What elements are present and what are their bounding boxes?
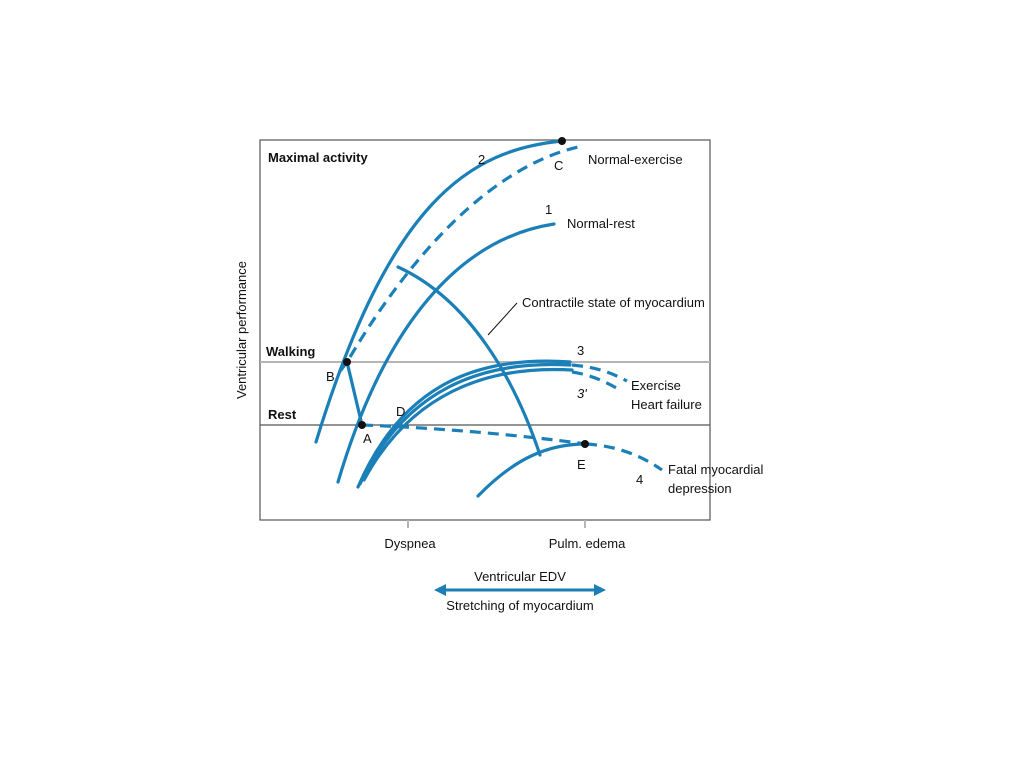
curve-1-normal-rest: [336, 222, 556, 484]
curve-4-dashed: [585, 442, 663, 472]
rest-label: Rest: [268, 407, 297, 422]
curve-3-name-2: Heart failure: [631, 397, 702, 412]
curve-2-normal-exercise: [314, 139, 564, 444]
point-a-marker: [358, 421, 366, 429]
point-d-label: D: [396, 404, 405, 419]
point-e-label: E: [577, 457, 586, 472]
curve-4-fatal: [476, 442, 588, 498]
y-axis-title: Ventricular performance: [234, 261, 249, 399]
curve-3-prime-number: 3': [577, 386, 587, 401]
point-b-label: B: [326, 369, 335, 384]
edv-arrow-left-head: [434, 584, 446, 596]
x-axis-title: Ventricular EDV: [474, 569, 566, 584]
curve-4-number: 4: [636, 472, 643, 487]
curve-3-number: 3: [577, 343, 584, 358]
dyspnea-label: Dyspnea: [384, 536, 436, 551]
point-b-marker: [343, 358, 351, 366]
walking-label: Walking: [266, 344, 315, 359]
pulm-edema-label: Pulm. edema: [549, 536, 626, 551]
x-axis-subtitle: Stretching of myocardium: [446, 598, 593, 613]
annotation-pointer: [487, 302, 518, 336]
curve-2-number: 2: [478, 152, 485, 167]
curve-2-dashed: [348, 145, 579, 358]
curve-1-name: Normal-rest: [567, 216, 635, 231]
transition-a-b: [345, 360, 364, 427]
curve-2-name: Normal-exercise: [588, 152, 683, 167]
maximal-activity-label: Maximal activity: [268, 150, 368, 165]
curve-3-dashed-upper: [571, 363, 628, 383]
curve-4-name-1: Fatal myocardial: [668, 462, 763, 477]
curve-3-name-1: Exercise: [631, 378, 681, 393]
point-c-marker: [558, 137, 566, 145]
point-c-label: C: [554, 158, 563, 173]
annotation-text: Contractile state of myocardium: [522, 295, 705, 310]
edv-arrow-right-head: [594, 584, 606, 596]
curve-3-dashed-lower: [571, 370, 621, 392]
point-a-label: A: [363, 431, 372, 446]
rest-transition-dashed: [361, 423, 587, 446]
curve-3-a: [356, 359, 572, 489]
curve-4-name-2: depression: [668, 481, 732, 496]
point-e-marker: [581, 440, 589, 448]
contractile-state-arc: [396, 265, 542, 457]
plot-frame: [259, 139, 711, 521]
curve-1-number: 1: [545, 202, 552, 217]
curve-3-b: [358, 362, 572, 486]
curve-3-c: [362, 367, 574, 482]
